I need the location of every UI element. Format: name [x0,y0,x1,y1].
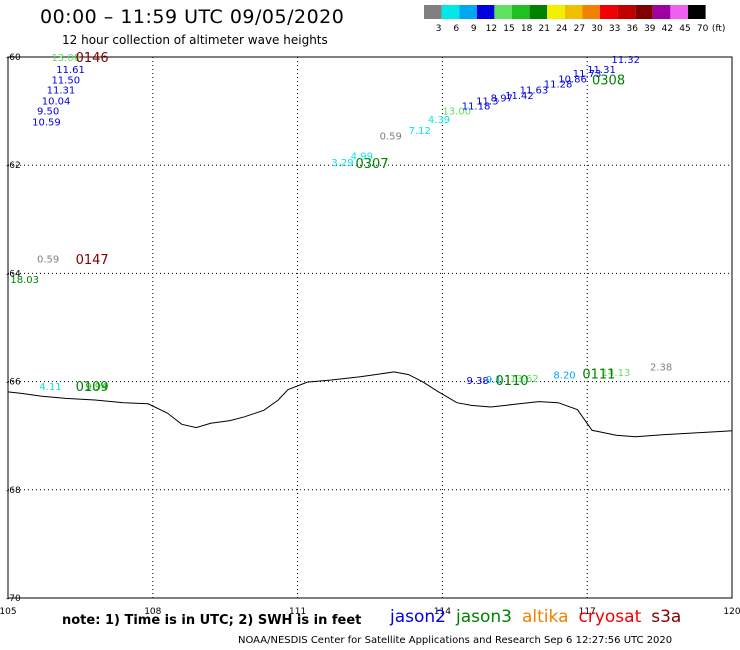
swh-observation: 11.50 [51,76,80,87]
footer-note: note: 1) Time is in UTC; 2) SWH is in fe… [62,613,362,628]
chart-subtitle: 12 hour collection of altimeter wave hei… [62,33,328,47]
satellite-name-s3a: s3a [651,607,682,627]
swh-observation: 11.31 [587,65,616,76]
lon-tick-label: 117 [579,607,596,617]
swh-observation: 13.00 [442,107,471,118]
legend-label: 9 [471,24,477,34]
legend-swatch-45 [670,5,688,19]
legend-label: 36 [626,24,638,34]
satellite-name-altika: altika [522,607,569,627]
swh-observation: 3.29 [331,158,353,169]
legend-swatch-6 [441,5,460,19]
swh-observation: 11.18 [462,102,491,113]
swh-observation: 9.38 [467,376,489,387]
legend-swatch-9 [459,5,477,19]
swh-observation: 11.42 [505,91,534,102]
map-frame [7,56,733,599]
lon-tick-label: 120 [723,607,740,617]
pass-time-label: 0111 [582,367,615,382]
satellite-name-jason3: jason3 [456,607,512,627]
lat-tick-label: -64 [6,269,21,279]
legend-swatch-42 [652,5,671,19]
lat-tick-label: -60 [6,53,21,63]
legend-label: 33 [609,24,620,34]
legend-label: 39 [644,24,656,34]
legend-swatch-70 [688,5,706,19]
swh-observation: 9.1 [486,375,502,386]
satellite-name-jason2: jason2 [390,607,446,627]
legend-label: 42 [662,24,673,34]
legend-label: 30 [591,24,603,34]
swh-observation: 11.61 [56,65,85,76]
swh-observation: 14.13 [602,368,631,379]
chart-title: 00:00 – 11:59 UTC 09/05/2020 [40,6,345,28]
legend-unit: (ft) [712,24,726,34]
legend-swatch-39 [635,5,653,19]
antarctic-coastline [7,371,733,438]
pass-time-label: 0109 [76,380,109,395]
lat-tick-label: -70 [6,594,21,604]
lat-tick-label: -68 [6,486,21,496]
swh-observation: 11.3 [476,96,498,107]
swh-observation: 13.00 [51,53,80,64]
swh-observation: 11.73 [573,69,602,80]
swh-observation: 13.62 [510,374,539,385]
swh-observation: 2.38 [650,362,672,373]
swh-observation: 18.03 [10,275,39,286]
legend-swatch-3 [424,5,442,19]
legend-swatch-27 [564,5,583,19]
swh-observation: 11.63 [520,85,549,96]
legend-label: 15 [503,24,514,34]
swh-observation: 10.86 [558,75,587,86]
swh-observation: 8.20 [553,371,575,382]
swh-observation: 11.28 [544,80,573,91]
legend-swatch-36 [617,5,636,19]
lat-tick-label: -66 [6,378,21,388]
satellite-name-cryosat: cryosat [578,607,642,627]
lon-tick-label: 108 [144,607,161,617]
legend-label: 12 [486,24,497,34]
legend-swatch-30 [582,5,600,19]
swh-observation: 9.50 [37,107,59,118]
swh-observation: 10.04 [42,96,71,107]
legend-swatch-33 [600,5,618,19]
lat-tick-label: -62 [6,161,21,171]
pass-time-label: 0308 [592,74,625,89]
legend-swatch-15 [494,5,512,19]
swh-observation: 7.12 [409,126,431,137]
legend-swatch-24 [547,5,565,19]
legend-swatch-12 [476,5,495,19]
swh-observation: 0.59 [380,131,402,142]
swh-observation: 11.32 [611,55,640,66]
satellite-legend: jason2 jason3 altika cryosat s3a [390,607,691,627]
legend-swatch-18 [512,5,530,19]
swh-observation: 11.31 [47,85,76,96]
legend-label: 6 [453,24,459,34]
wave-height-legend: 3 6 9 12 15 18 21 24 27 30 33 36 39 42 45 70 (ft) [424,5,726,34]
swh-observation: 8.97 [491,94,513,105]
pass-time-label: 0307 [356,157,389,172]
credit-line: NOAA/NESDIS Center for Satellite Applica… [238,635,673,646]
legend-label: 27 [574,24,585,34]
pass-time-label: 0147 [76,253,109,268]
pass-time-label: 0146 [76,51,109,66]
swh-observation: 0.59 [37,254,59,265]
lon-tick-label: 111 [289,607,306,617]
swh-observation: 10.59 [32,117,61,128]
legend-label: 18 [521,24,533,34]
legend-label: 21 [538,24,549,34]
legend-label: 45 [679,24,690,34]
legend-swatch-21 [529,5,548,19]
legend-label: 70 [697,24,709,34]
swh-observation: 4.99 [351,151,373,162]
legend-label: 24 [556,24,568,34]
lon-tick-label: 114 [434,607,451,617]
pass-time-label: 0110 [495,374,528,389]
swh-observation: 9.94 [85,382,107,393]
lon-tick-label: 105 [0,607,17,617]
legend-label: 3 [436,24,442,34]
swh-observation: 4.11 [39,382,61,393]
swh-observation: 4.39 [428,115,450,126]
